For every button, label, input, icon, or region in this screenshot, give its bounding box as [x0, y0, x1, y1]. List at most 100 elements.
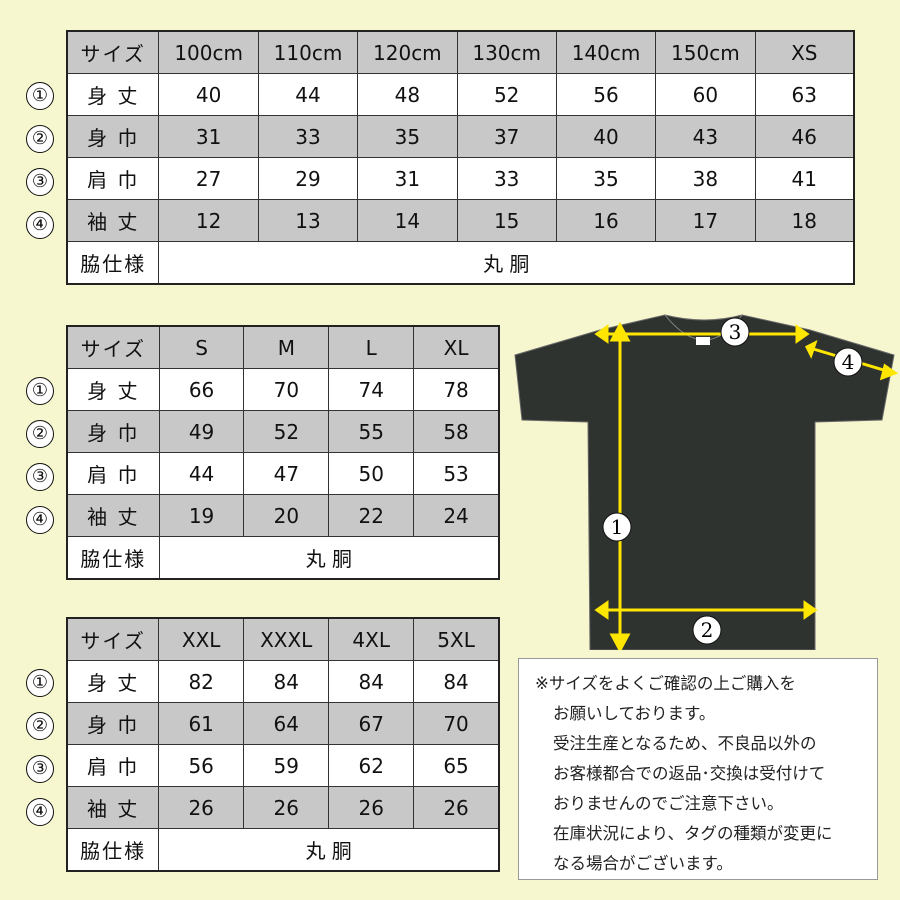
- measurement-value: 33: [257, 115, 359, 158]
- size-header-label: サイズ: [66, 325, 160, 369]
- measurement-value: 41: [754, 157, 855, 200]
- row-number-marker: ①: [26, 82, 54, 110]
- measurement-value: 31: [158, 115, 259, 158]
- size-table-1: サイズ 100cm 110cm 120cm 130cm 140cm 150cm XS 身 丈 40…: [66, 30, 855, 285]
- measurement-value: 37: [456, 115, 557, 158]
- size-column-header: 150cm: [655, 30, 756, 74]
- measurement-value: 26: [413, 786, 500, 829]
- measurement-value: 50: [328, 452, 415, 495]
- measurement-row: 身 丈 40 44 48 52 56 60 63: [66, 73, 855, 116]
- marker-1: 1: [611, 515, 624, 539]
- size-table-2: サイズ S M L XL 身 丈 66 70 74 78 身 巾 49 52 55 58 肩 巾 44 47 50 5…: [66, 325, 500, 580]
- note-line: お客様都合での返品･交換は受付けて: [553, 764, 826, 783]
- note-line: お願いしております。: [553, 704, 716, 723]
- measurement-row: 袖 丈 19 20 22 24: [66, 494, 500, 537]
- measurement-value: 13: [257, 199, 359, 242]
- measurement-value: 14: [357, 199, 458, 242]
- row-number-marker: ②: [26, 712, 54, 740]
- measurement-value: 55: [328, 410, 415, 453]
- size-column-header: 120cm: [357, 30, 458, 74]
- measurement-value: 70: [243, 368, 330, 411]
- measurement-value: 44: [257, 73, 359, 116]
- size-column-header: S: [158, 325, 245, 369]
- measurement-value: 74: [328, 368, 415, 411]
- row-number-marker: ③: [26, 168, 54, 196]
- size-table-3: サイズ XXL XXXL 4XL 5XL 身 丈 82 84 84 84 身 巾 61 64 67 70 肩 …: [66, 617, 500, 872]
- measurement-value: 24: [413, 494, 500, 537]
- marker-2: 2: [701, 618, 714, 642]
- measurement-value: 60: [655, 73, 756, 116]
- measurement-value: 48: [357, 73, 458, 116]
- measurement-label: 身 丈: [66, 368, 160, 411]
- measurement-value: 56: [158, 744, 245, 787]
- side-spec-label: 脇仕様: [66, 241, 160, 285]
- measurement-value: 40: [158, 73, 259, 116]
- measurement-label: 身 丈: [66, 660, 160, 703]
- side-spec-value: 丸 胴: [158, 241, 855, 285]
- side-spec-row: 脇仕様丸 胴: [66, 828, 500, 872]
- row-number-marker: ②: [26, 420, 54, 448]
- header-row: サイズ XXL XXXL 4XL 5XL: [66, 617, 500, 661]
- row-number-marker: ①: [26, 669, 54, 697]
- measurement-value: 52: [456, 73, 557, 116]
- measurement-row: 袖 丈 12 13 14 15 16 17 18: [66, 199, 855, 242]
- measurement-label: 身 巾: [66, 115, 160, 158]
- note-line: 受注生産となるため、不良品以外の: [553, 734, 817, 753]
- measurement-label: 身 丈: [66, 73, 160, 116]
- measurement-value: 84: [413, 660, 500, 703]
- measurement-label: 身 巾: [66, 410, 160, 453]
- measurement-row: 肩 巾 44 47 50 53: [66, 452, 500, 495]
- row-number-marker: ③: [26, 755, 54, 783]
- measurement-row: 身 巾 61 64 67 70: [66, 702, 500, 745]
- marker-4: 4: [842, 350, 855, 374]
- measurement-value: 15: [456, 199, 557, 242]
- measurement-value: 26: [328, 786, 415, 829]
- measurement-value: 84: [328, 660, 415, 703]
- row-number-marker: ②: [26, 125, 54, 153]
- side-spec-label: 脇仕様: [66, 536, 160, 580]
- tshirt-diagram: 1 2 3 4: [514, 314, 899, 650]
- side-spec-value: 丸 胴: [158, 536, 500, 580]
- size-column-header: XXXL: [243, 617, 330, 661]
- measurement-value: 82: [158, 660, 245, 703]
- measurement-value: 66: [158, 368, 245, 411]
- size-column-header: L: [328, 325, 415, 369]
- measurement-value: 18: [754, 199, 855, 242]
- size-header-label: サイズ: [66, 30, 160, 74]
- measurement-value: 62: [328, 744, 415, 787]
- size-column-header: M: [243, 325, 330, 369]
- size-column-header: 110cm: [257, 30, 359, 74]
- size-column-header: 140cm: [555, 30, 657, 74]
- measurement-row: 身 丈 66 70 74 78: [66, 368, 500, 411]
- row-number-marker: ①: [26, 377, 54, 405]
- measurement-row: 袖 丈 26 26 26 26: [66, 786, 500, 829]
- measurement-value: 59: [243, 744, 330, 787]
- tag-icon: [696, 337, 710, 345]
- row-number-marker: ④: [26, 506, 54, 534]
- measurement-value: 38: [655, 157, 756, 200]
- measurement-value: 43: [655, 115, 756, 158]
- measurement-value: 65: [413, 744, 500, 787]
- measurement-value: 31: [357, 157, 458, 200]
- measurement-value: 84: [243, 660, 330, 703]
- note-line: 在庫状況により、タグの種類が変更に: [553, 824, 833, 843]
- size-column-header: 130cm: [456, 30, 557, 74]
- measurement-row: 肩 巾 27 29 31 33 35 38 41: [66, 157, 855, 200]
- measurement-row: 身 巾 49 52 55 58: [66, 410, 500, 453]
- measurement-row: 身 巾 31 33 35 37 40 43 46: [66, 115, 855, 158]
- row-number-marker: ④: [26, 211, 54, 239]
- row-number-marker: ③: [26, 463, 54, 491]
- measurement-value: 33: [456, 157, 557, 200]
- measurement-label: 肩 巾: [66, 744, 160, 787]
- note-line: ※サイズをよくご確認の上ご購入を: [535, 674, 796, 693]
- measurement-value: 26: [158, 786, 245, 829]
- note-line: おりませんのでご注意下さい。: [553, 794, 784, 813]
- measurement-row: 肩 巾 56 59 62 65: [66, 744, 500, 787]
- size-column-header: 100cm: [158, 30, 259, 74]
- measurement-value: 49: [158, 410, 245, 453]
- measurement-value: 22: [328, 494, 415, 537]
- measurement-label: 身 巾: [66, 702, 160, 745]
- measurement-value: 27: [158, 157, 259, 200]
- side-spec-row: 脇仕様丸 胴: [66, 536, 500, 580]
- size-column-header: 4XL: [328, 617, 415, 661]
